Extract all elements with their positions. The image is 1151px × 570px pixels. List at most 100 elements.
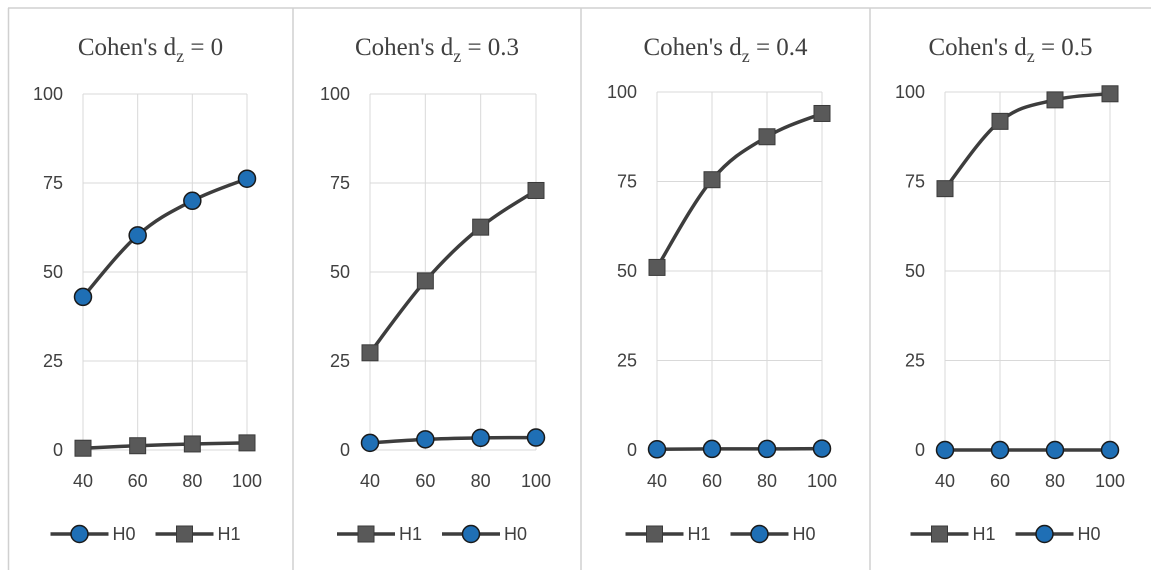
- y-tick-label: 0: [627, 440, 637, 460]
- legend-item-h1: H1: [337, 524, 422, 544]
- series-line-h1: [82, 441, 248, 450]
- panel-title-tail: = 0.3: [461, 34, 519, 61]
- legend-marker-square: [357, 525, 375, 543]
- series-line-h1: [655, 111, 823, 269]
- x-tick-label: 100: [521, 471, 551, 491]
- y-tick-label: 0: [915, 440, 925, 460]
- y-tick-label: 50: [905, 261, 925, 281]
- x-tick-label: 40: [360, 471, 380, 491]
- y-tick-label: 0: [340, 440, 350, 460]
- data-point-h1: [813, 104, 831, 122]
- legend-marker-square: [176, 525, 193, 543]
- panel-title-tail: = 0.4: [750, 34, 808, 61]
- y-tick-label: 0: [53, 440, 63, 460]
- data-point-h0: [73, 287, 93, 307]
- legend-label: H1: [399, 524, 422, 544]
- data-point-h1: [183, 435, 201, 453]
- panel-title: Cohen's dz = 0.3: [355, 34, 519, 66]
- legend-item-h0: H0: [50, 524, 136, 544]
- data-point-h1: [238, 434, 256, 452]
- y-tick-label: 25: [905, 351, 925, 371]
- data-point-h1: [1101, 85, 1119, 103]
- chart-panel-1: Cohen's dz = 0 0 25 50 75 100 40 60 80 100 H0 H1: [33, 34, 262, 544]
- legend-label: H1: [973, 524, 996, 544]
- data-point-h0: [812, 439, 832, 458]
- legend-marker-circle: [1035, 524, 1054, 544]
- y-tick-label: 50: [617, 261, 637, 281]
- panel-title-main: Cohen's d: [78, 34, 177, 61]
- y-tick-label: 25: [617, 351, 637, 371]
- legend-label: H0: [793, 524, 816, 544]
- y-tick-label: 75: [330, 173, 350, 193]
- legend-item-h1: H1: [625, 524, 711, 544]
- panel-title-tail: = 0.5: [1035, 34, 1093, 61]
- panel-title-subscript: z: [453, 46, 461, 66]
- series-h0: [935, 440, 1120, 460]
- data-point-h0: [128, 226, 147, 245]
- legend-label: H0: [113, 524, 136, 544]
- y-tick-label: 100: [895, 82, 925, 102]
- panel-title: Cohen's dz = 0: [78, 34, 223, 66]
- series-h0: [360, 428, 546, 453]
- y-tick-label: 50: [43, 262, 63, 282]
- y-tick-label: 100: [33, 84, 63, 104]
- data-point-h0: [237, 169, 257, 188]
- y-tick-label: 100: [607, 82, 637, 102]
- legend-label: H0: [1078, 524, 1101, 544]
- x-tick-label: 80: [1045, 471, 1065, 491]
- data-point-h1: [936, 180, 954, 198]
- legend-item-h1: H1: [155, 524, 241, 544]
- series-line-h0: [81, 177, 248, 299]
- y-tick-label: 75: [617, 172, 637, 192]
- data-point-h1: [472, 218, 490, 236]
- data-point-h0: [360, 433, 380, 453]
- data-point-h0: [935, 440, 955, 460]
- data-point-h1: [129, 437, 147, 455]
- chart-panel-4: Cohen's dz = 0.5 0 25 50 75 100 40 60 80 100 H1 H0: [895, 34, 1125, 544]
- legend-item-h0: H0: [730, 524, 816, 544]
- panel-title-main: Cohen's d: [928, 34, 1027, 61]
- legend-label: H0: [504, 524, 527, 544]
- panel-title: Cohen's dz = 0.5: [928, 34, 1092, 66]
- legend-marker-circle: [70, 524, 89, 544]
- data-point-h1: [416, 272, 434, 290]
- data-point-h0: [416, 430, 435, 449]
- chart-panel-2: Cohen's dz = 0.3 0 25 50 75 100 40 60 80 100 H1 H0: [320, 34, 551, 544]
- chart-panel-3: Cohen's dz = 0.4 0 25 50 75 100 40 60 80 100 H1 H0: [607, 34, 837, 544]
- y-tick-label: 100: [320, 84, 350, 104]
- series-h1: [648, 104, 831, 276]
- x-tick-label: 40: [647, 471, 667, 491]
- x-tick-label: 100: [807, 471, 837, 491]
- series-h1: [361, 181, 545, 362]
- x-tick-label: 80: [471, 471, 491, 491]
- y-tick-label: 75: [43, 173, 63, 193]
- legend-item-h0: H0: [1015, 524, 1101, 544]
- legend-item-h0: H0: [442, 524, 527, 544]
- series-h1: [74, 434, 256, 457]
- data-point-h1: [74, 439, 92, 457]
- y-tick-label: 50: [330, 262, 350, 282]
- legend-marker-circle: [750, 524, 769, 544]
- legend-marker-square: [931, 525, 948, 543]
- x-tick-label: 80: [182, 471, 202, 491]
- data-point-h0: [1100, 440, 1120, 460]
- x-tick-label: 40: [73, 471, 93, 491]
- x-tick-label: 100: [232, 471, 262, 491]
- x-tick-label: 80: [757, 471, 777, 491]
- series-line-h1: [943, 92, 1111, 190]
- data-point-h1: [758, 128, 776, 146]
- series-line-h1: [368, 189, 537, 354]
- panel-title-subscript: z: [1027, 46, 1035, 66]
- data-point-h0: [183, 191, 202, 211]
- data-point-h1: [991, 112, 1009, 130]
- data-point-h0: [471, 428, 490, 448]
- series-h0: [73, 169, 257, 307]
- series-h1: [936, 85, 1119, 198]
- x-tick-label: 60: [128, 471, 148, 491]
- data-point-h0: [990, 440, 1010, 460]
- legend-item-h1: H1: [910, 524, 996, 544]
- data-point-h0: [647, 440, 667, 459]
- data-point-h0: [526, 428, 546, 447]
